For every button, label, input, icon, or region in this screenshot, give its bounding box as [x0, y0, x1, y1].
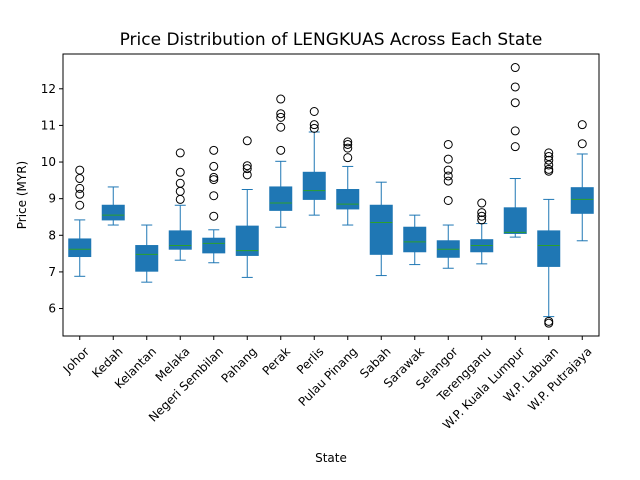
outlier-point — [577, 139, 587, 149]
y-tick-label: 10 — [41, 155, 56, 169]
box-iqr — [369, 204, 393, 255]
outlier-point — [242, 161, 252, 171]
box-iqr — [269, 186, 293, 211]
y-tick-label: 8 — [48, 228, 56, 242]
outlier-point — [510, 98, 520, 108]
outlier-point — [309, 123, 319, 133]
outlier-point — [276, 94, 286, 104]
outlier-point — [443, 176, 453, 186]
box-iqr — [135, 245, 159, 272]
box-iqr — [336, 189, 360, 210]
outlier-point — [544, 316, 554, 326]
box-iqr — [235, 225, 259, 256]
outlier-point — [276, 122, 286, 132]
outlier-point — [309, 106, 319, 116]
outlier-point — [343, 153, 353, 163]
box-iqr — [537, 230, 561, 267]
outlier-point — [175, 178, 185, 188]
outlier-point — [75, 165, 85, 175]
outlier-point — [75, 183, 85, 193]
y-axis-label: Price (MYR) — [15, 161, 29, 229]
outlier-point — [443, 154, 453, 164]
outlier-point — [443, 165, 453, 175]
outlier-point — [477, 211, 487, 221]
outlier-point — [75, 189, 85, 199]
y-tick-label: 6 — [48, 302, 56, 316]
outlier-point — [242, 164, 252, 174]
outlier-point — [209, 172, 219, 182]
outlier-point — [443, 139, 453, 149]
outlier-point — [544, 152, 554, 162]
outlier-point — [75, 200, 85, 210]
box-iqr — [202, 237, 226, 254]
outlier-point — [477, 215, 487, 225]
outlier-point — [510, 63, 520, 73]
box-iqr — [503, 207, 527, 234]
chart-title: Price Distribution of LENGKUAS Across Ea… — [120, 30, 543, 50]
y-tick-label: 12 — [41, 82, 56, 96]
box-iqr — [168, 230, 192, 250]
box-iqr — [403, 226, 427, 253]
outlier-point — [209, 175, 219, 185]
outlier-point — [443, 171, 453, 181]
outlier-point — [343, 143, 353, 153]
box-iqr — [570, 187, 594, 214]
outlier-point — [242, 170, 252, 180]
outlier-point — [510, 142, 520, 152]
outlier-point — [443, 195, 453, 205]
outlier-point — [477, 208, 487, 218]
outlier-point — [175, 167, 185, 177]
outlier-point — [209, 211, 219, 221]
outlier-point — [175, 148, 185, 158]
box-iqr — [101, 204, 125, 221]
outlier-point — [276, 145, 286, 155]
y-tick-label: 11 — [41, 118, 56, 132]
outlier-point — [577, 120, 587, 130]
box-iqr — [68, 238, 92, 258]
outlier-point — [343, 137, 353, 147]
outlier-point — [309, 120, 319, 130]
outlier-point — [510, 126, 520, 136]
outlier-point — [276, 109, 286, 119]
outlier-point — [544, 155, 554, 165]
outlier-point — [544, 148, 554, 158]
outlier-point — [276, 112, 286, 122]
plot-frame — [62, 53, 600, 337]
x-axis-label: State — [315, 451, 347, 465]
outlier-point — [209, 145, 219, 155]
outlier-point — [477, 198, 487, 208]
outlier-point — [209, 161, 219, 171]
outlier-point — [510, 82, 520, 92]
outlier-point — [343, 139, 353, 149]
box-iqr — [302, 171, 326, 200]
outlier-point — [544, 164, 554, 174]
outlier-point — [242, 136, 252, 146]
y-tick-label: 9 — [48, 192, 56, 206]
y-tick-label: 7 — [48, 265, 56, 279]
outlier-point — [209, 191, 219, 201]
